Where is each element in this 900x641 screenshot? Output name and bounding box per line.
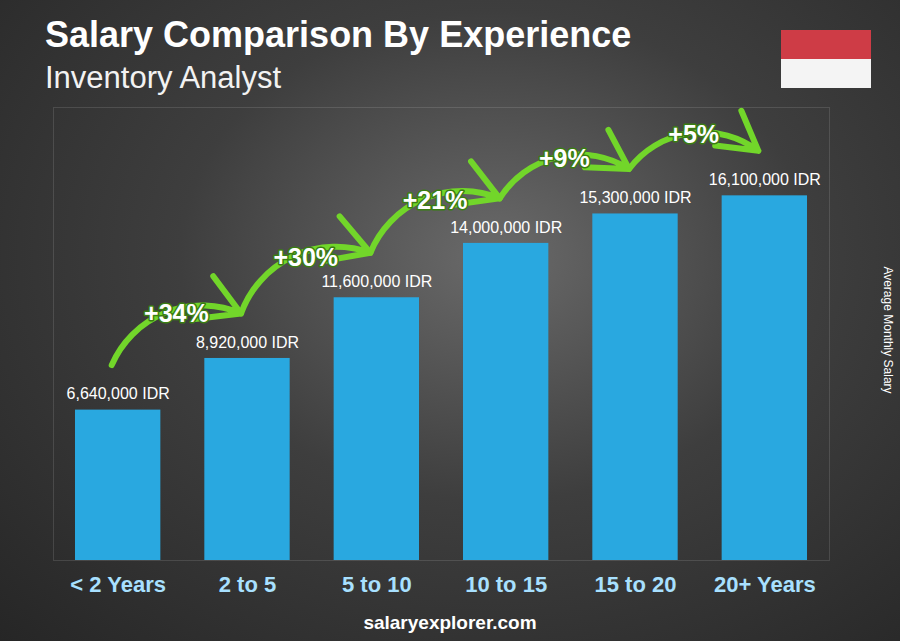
- svg-text:11,600,000 IDR: 11,600,000 IDR: [321, 273, 432, 290]
- svg-text:+5%: +5%: [668, 120, 719, 148]
- svg-text:2 to 5: 2 to 5: [219, 572, 276, 597]
- svg-text:+34%: +34%: [144, 299, 209, 327]
- svg-text:15 to 20: 15 to 20: [595, 572, 677, 597]
- html-text:salaryexplorer.com: salaryexplorer.com: [363, 612, 537, 633]
- html-text:Salary Comparison By Experienc: Salary Comparison By Experience: [45, 14, 632, 55]
- svg-text:15,300,000 IDR: 15,300,000 IDR: [579, 189, 691, 206]
- svg-text:14,000,000 IDR: 14,000,000 IDR: [450, 219, 562, 236]
- svg-text:8,920,000 IDR: 8,920,000 IDR: [196, 334, 299, 351]
- html-text:Inventory Analyst: Inventory Analyst: [45, 60, 282, 95]
- svg-text:16,100,000 IDR: 16,100,000 IDR: [709, 171, 821, 188]
- svg-text:5 to 10: 5 to 10: [342, 572, 412, 597]
- svg-text:6,640,000 IDR: 6,640,000 IDR: [67, 385, 170, 402]
- svg-text:20+ Years: 20+ Years: [714, 572, 816, 597]
- svg-text:< 2 Years: < 2 Years: [70, 572, 166, 597]
- svg-text:+30%: +30%: [273, 243, 338, 271]
- html-text:Average Monthly Salary: Average Monthly Salary: [881, 266, 895, 394]
- svg-text:+21%: +21%: [403, 186, 468, 214]
- svg-text:+9%: +9%: [539, 144, 590, 172]
- svg-text:10 to 15: 10 to 15: [465, 572, 547, 597]
